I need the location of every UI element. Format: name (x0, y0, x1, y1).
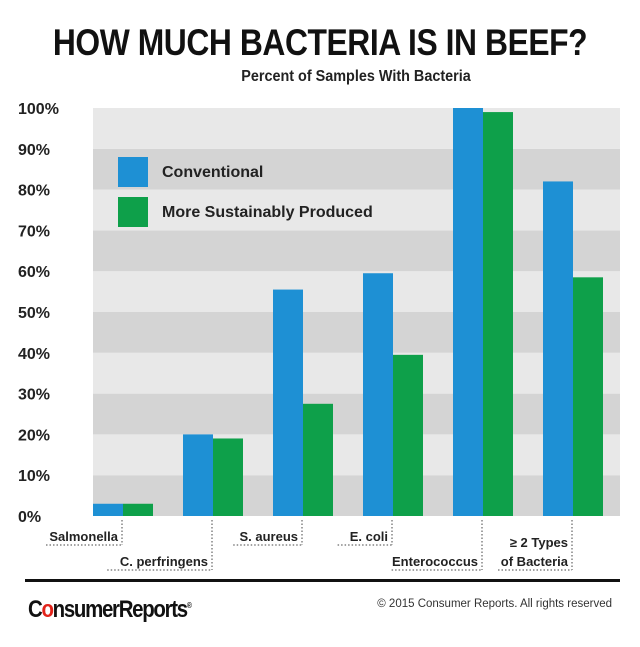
y-tick-label: 60% (18, 264, 50, 281)
legend-swatch (118, 197, 148, 227)
legend-label: Conventional (162, 164, 263, 181)
y-tick-label: 90% (18, 142, 50, 159)
grid-band (93, 475, 620, 516)
divider (25, 579, 620, 582)
grid-band (93, 434, 620, 476)
grid-band (93, 148, 620, 190)
bar-chart: 0% 10% 20% 30% 40% 50% 60% 70% 80% 90% 100% Salmone… (18, 101, 620, 571)
category-label: Salmonella (49, 529, 118, 544)
bar-sustainable (213, 438, 243, 516)
grid-band (93, 312, 620, 353)
y-tick-label: 50% (18, 305, 50, 322)
y-tick-label: 20% (18, 427, 50, 444)
bar-conventional (183, 434, 213, 516)
bar-sustainable (573, 277, 603, 516)
bar-conventional (363, 273, 393, 516)
consumer-reports-logo: ConsumerReports® (28, 596, 192, 623)
grid-band (93, 271, 620, 312)
category-label: E. coli (350, 529, 388, 544)
y-tick-label: 100% (18, 101, 59, 118)
bar-sustainable (123, 503, 153, 516)
grid-band (93, 352, 620, 394)
legend-swatch (118, 157, 148, 187)
y-tick-label: 0% (18, 509, 41, 526)
grid-band (93, 230, 620, 272)
y-tick-label: 80% (18, 183, 50, 200)
chart-title: HOW MUCH BACTERIA IS IN BEEF? (52, 22, 588, 63)
copyright-text: © 2015 Consumer Reports. All rights rese… (377, 598, 612, 610)
category-label: of Bacteria (501, 554, 569, 569)
legend-label: More Sustainably Produced (162, 204, 373, 221)
category-label: ≥ 2 Types (510, 535, 568, 550)
bar-sustainable (483, 112, 513, 516)
grid-band (93, 189, 620, 231)
chart-subtitle: Percent of Samples With Bacteria (241, 68, 471, 85)
bar-conventional (273, 289, 303, 516)
y-tick-label: 70% (18, 223, 50, 240)
y-tick-label: 40% (18, 346, 50, 363)
y-tick-label: 10% (18, 468, 50, 485)
grid-band (93, 108, 620, 149)
bar-sustainable (393, 354, 423, 516)
y-tick-label: 30% (18, 387, 50, 404)
grid-band (93, 393, 620, 435)
bar-sustainable (303, 403, 333, 516)
category-label: S. aureus (239, 529, 298, 544)
category-label: C. perfringens (120, 554, 208, 569)
bar-conventional (453, 108, 483, 516)
category-label: Enterococcus (392, 554, 478, 569)
bar-conventional (93, 503, 123, 516)
bar-conventional (543, 181, 573, 516)
